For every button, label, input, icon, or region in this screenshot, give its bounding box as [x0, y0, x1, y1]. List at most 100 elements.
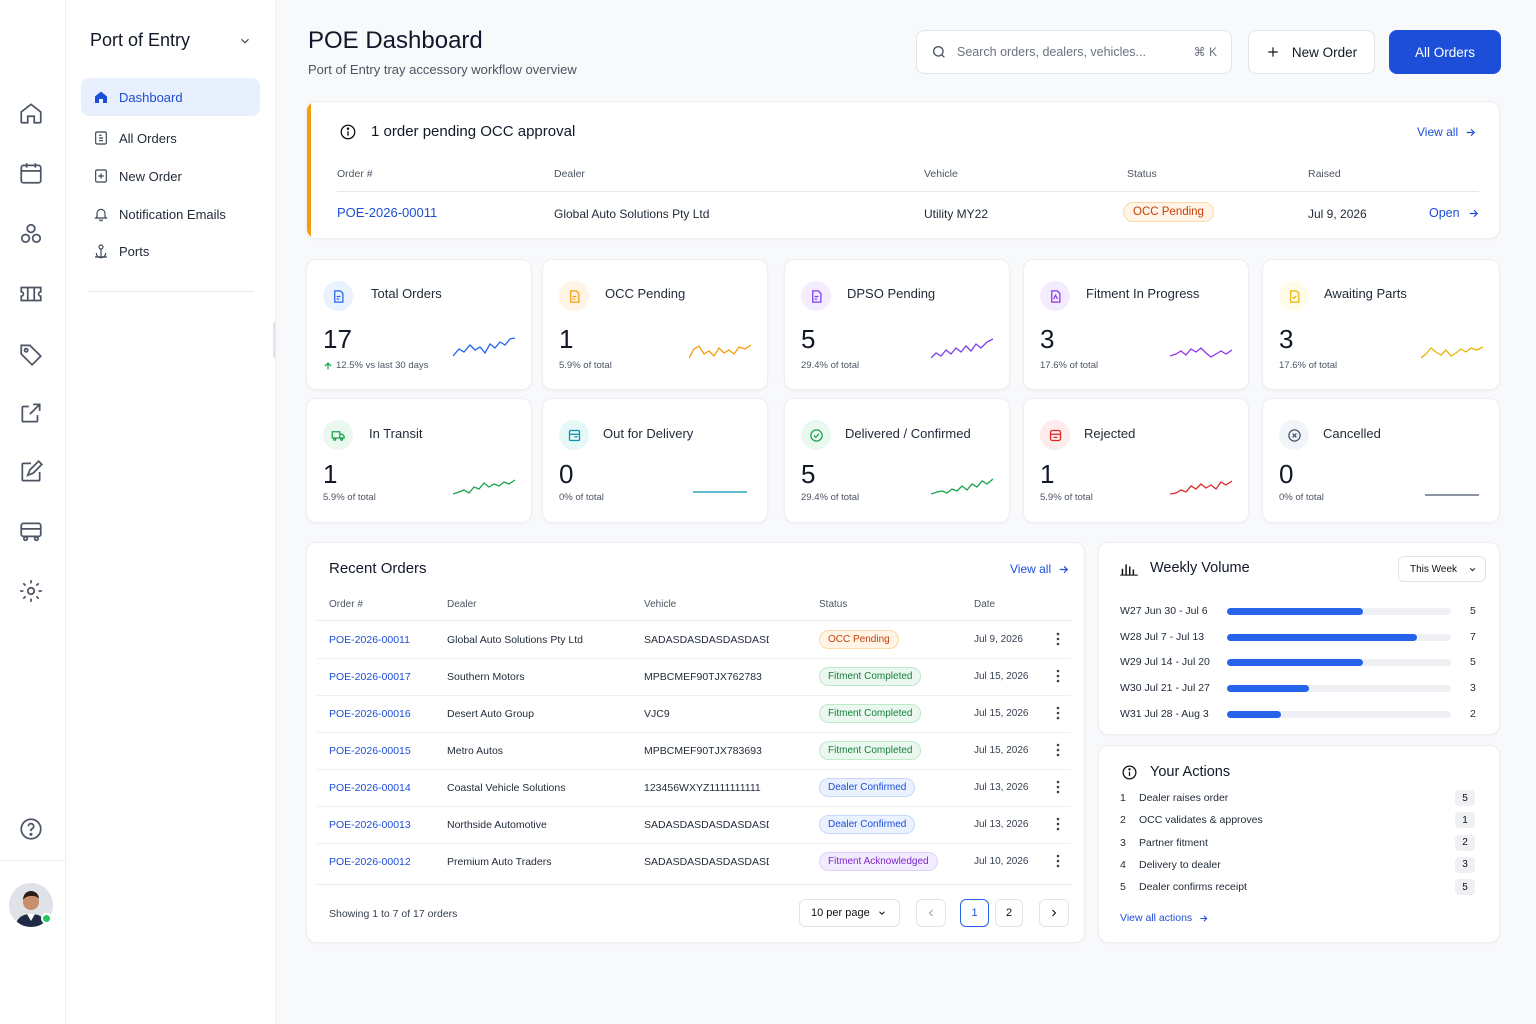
chevron-down-icon[interactable]	[238, 34, 252, 48]
next-page-button[interactable]	[1039, 899, 1069, 927]
alert-view-all-link[interactable]: View all	[1417, 125, 1477, 139]
action-count-badge: 1	[1455, 812, 1475, 829]
kpi-card-total-orders[interactable]: Total Orders 17 12.5% vs last 30 days	[306, 259, 532, 390]
vehicle-id: SADASDASDASDASDASDAS	[644, 856, 769, 868]
kpi-label: Delivered / Confirmed	[845, 426, 971, 441]
settings-icon[interactable]	[18, 578, 44, 604]
previous-page-button[interactable]	[916, 899, 946, 927]
your-actions-title: Your Actions	[1150, 764, 1231, 780]
kpi-card-fitment-in-progress[interactable]: Fitment In Progress 3 17.6% of total	[1023, 259, 1249, 390]
more-vertical-icon[interactable]	[1055, 817, 1061, 831]
vehicle-id: MPBCMEF90TJX783693	[644, 745, 762, 757]
avatar[interactable]	[9, 883, 53, 927]
more-vertical-icon[interactable]	[1055, 632, 1061, 646]
week-range-select[interactable]: This Week	[1398, 556, 1486, 582]
new-order-button[interactable]: New Order	[1248, 30, 1375, 74]
order-date: Jul 13, 2026	[974, 819, 1029, 830]
search-input[interactable]	[957, 45, 1194, 59]
open-order-link[interactable]: Open	[1429, 206, 1480, 220]
all-orders-button[interactable]: All Orders	[1389, 30, 1501, 74]
page-button-1[interactable]: 1	[960, 899, 989, 927]
weekly-volume-card: Weekly Volume This Week W27 Jun 30 - Jul…	[1098, 542, 1500, 735]
dealer-name: Southern Motors	[447, 671, 525, 683]
action-label: Partner fitment	[1139, 836, 1208, 849]
order-link[interactable]: POE-2026-00015	[329, 745, 411, 757]
search-box[interactable]: ⌘ K	[916, 30, 1232, 74]
search-icon	[933, 46, 945, 58]
tag-icon[interactable]	[18, 341, 44, 367]
more-vertical-icon[interactable]	[1055, 780, 1061, 794]
dealer-name: Northside Automotive	[447, 819, 547, 831]
more-vertical-icon[interactable]	[1055, 854, 1061, 868]
sidebar-item-all-orders[interactable]: All Orders	[81, 119, 260, 157]
kpi-card-awaiting-parts[interactable]: Awaiting Parts 3 17.6% of total	[1262, 259, 1500, 390]
kpi-card-cancelled[interactable]: Cancelled 0 0% of total	[1262, 398, 1500, 523]
view-all-label: View all	[1010, 562, 1052, 576]
chevron-down-icon	[879, 911, 885, 915]
kpi-card-rejected[interactable]: Rejected 1 5.9% of total	[1023, 398, 1249, 523]
pending-approval-alert: 1 order pending OCC approval View all Or…	[306, 101, 1500, 239]
edit-icon[interactable]	[18, 459, 44, 485]
kpi-value: 3	[1040, 324, 1055, 354]
delivery-icon	[559, 420, 589, 450]
sidebar-divider	[88, 291, 254, 292]
kpi-subtext: 5.9% of total	[323, 492, 376, 503]
order-date: Jul 15, 2026	[974, 671, 1029, 682]
status-badge: Dealer Confirmed	[819, 815, 916, 834]
sidebar-resize-handle[interactable]	[273, 322, 276, 358]
order-link[interactable]: POE-2026-00016	[329, 708, 411, 720]
anchor-icon	[95, 244, 107, 259]
dealer-name: Metro Autos	[447, 745, 504, 757]
kpi-card-delivered-confirmed[interactable]: Delivered / Confirmed 5 29.4% of total	[784, 398, 1010, 523]
kpi-card-out-for-delivery[interactable]: Out for Delivery 0 0% of total	[542, 398, 768, 523]
week-bar	[1227, 608, 1363, 615]
page-subtitle: Port of Entry tray accessory workflow ov…	[308, 62, 577, 77]
week-bar-track	[1227, 608, 1451, 615]
orders-icon	[95, 131, 107, 145]
kpi-card-occ-pending[interactable]: OCC Pending 1 5.9% of total	[542, 259, 768, 390]
order-link[interactable]: POE-2026-00017	[329, 671, 411, 683]
partners-icon[interactable]	[18, 221, 44, 247]
view-all-actions-link[interactable]: View all actions	[1120, 912, 1209, 924]
sidebar-item-new-order[interactable]: New Order	[81, 157, 260, 195]
help-icon[interactable]	[18, 816, 44, 842]
order-link[interactable]: POE-2026-00012	[329, 856, 411, 868]
kpi-label: Awaiting Parts	[1324, 286, 1407, 301]
order-link[interactable]: POE-2026-00011	[337, 205, 438, 220]
week-value: 5	[1470, 656, 1476, 669]
vehicle-id: MPBCMEF90TJX762783	[644, 671, 762, 683]
per-page-select[interactable]: 10 per page	[799, 899, 900, 927]
page-button-2[interactable]: 2	[995, 899, 1023, 927]
week-label: W28 Jul 7 - Jul 13	[1120, 630, 1205, 643]
sparkline	[1170, 480, 1232, 495]
kpi-value: 1	[323, 459, 338, 489]
rejected-icon	[1040, 420, 1070, 450]
sidebar-item-dashboard[interactable]: Dashboard	[81, 78, 260, 116]
sidebar-item-label: All Orders	[119, 130, 177, 146]
kpi-label: Total Orders	[371, 286, 442, 301]
order-link[interactable]: POE-2026-00011	[329, 634, 410, 646]
kpi-label: Cancelled	[1323, 426, 1381, 441]
external-link-icon[interactable]	[18, 400, 44, 426]
sparkline	[1425, 494, 1479, 496]
kpi-card-in-transit[interactable]: In Transit 1 5.9% of total	[306, 398, 532, 523]
order-link[interactable]: POE-2026-00014	[329, 782, 411, 794]
action-count-badge: 2	[1455, 834, 1475, 851]
home-icon[interactable]	[18, 100, 44, 126]
kpi-card-dpso-pending[interactable]: DPSO Pending 5 29.4% of total	[784, 259, 1010, 390]
more-vertical-icon[interactable]	[1055, 669, 1061, 683]
calendar-icon[interactable]	[18, 160, 44, 186]
recent-view-all-link[interactable]: View all	[1010, 562, 1070, 576]
more-vertical-icon[interactable]	[1055, 706, 1061, 720]
sidebar-item-ports[interactable]: Ports	[81, 232, 260, 270]
sidebar-item-notification-emails[interactable]: Notification Emails	[81, 195, 260, 233]
kpi-subtext: 5.9% of total	[1040, 492, 1093, 503]
view-all-actions-label: View all actions	[1120, 912, 1193, 924]
ticket-icon[interactable]	[18, 281, 44, 307]
order-link[interactable]: POE-2026-00013	[329, 819, 411, 831]
week-bar-track	[1227, 710, 1451, 718]
more-vertical-icon[interactable]	[1055, 743, 1061, 757]
icon-rail	[0, 0, 66, 1024]
column-header: Dealer	[447, 599, 477, 610]
truck-icon[interactable]	[18, 518, 44, 544]
